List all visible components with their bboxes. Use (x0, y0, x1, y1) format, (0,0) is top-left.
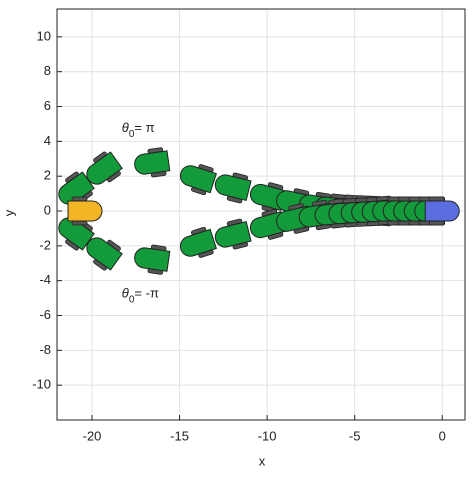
annotation-text: = π (134, 121, 154, 136)
car-body (214, 174, 252, 202)
y-tick-label: -4 (39, 272, 51, 287)
wheel (428, 196, 445, 202)
y-axis-label: y (1, 209, 16, 216)
annotation-text: = -π (134, 286, 159, 301)
x-axis-label: x (259, 453, 266, 468)
subscript: 0 (129, 294, 135, 305)
car (86, 151, 123, 185)
car-body (134, 247, 171, 272)
wheel (428, 220, 445, 226)
y-tick-label: -6 (39, 307, 51, 322)
car-body (179, 165, 217, 194)
car (424, 196, 460, 226)
car (134, 244, 171, 275)
plot-frame (56, 8, 466, 421)
symbol: θ (122, 121, 129, 136)
x-tick-label: -5 (349, 428, 361, 443)
y-tick-label: 4 (44, 133, 51, 148)
y-tick-label: -8 (39, 342, 51, 357)
x-tick-label: -15 (170, 428, 189, 443)
subscript: 0 (129, 129, 135, 140)
car-body (424, 200, 460, 222)
y-tick-label: 2 (44, 168, 51, 183)
y-tick-label: 0 (44, 202, 51, 217)
car (214, 218, 252, 250)
y-tick-label: 8 (44, 63, 51, 78)
symbol: θ (122, 286, 129, 301)
y-tick-label: 10 (37, 28, 51, 43)
x-tick-label: 0 (439, 428, 446, 443)
car-body (214, 220, 252, 248)
car-body (86, 237, 123, 271)
car-body (86, 151, 123, 185)
wheel (71, 196, 88, 202)
x-tick-label: -10 (258, 428, 277, 443)
car (134, 147, 171, 178)
annotation: θ0= π (122, 121, 155, 140)
x-tick-label: -20 (83, 428, 102, 443)
car (214, 172, 252, 204)
car-body (134, 150, 171, 175)
car (67, 196, 103, 226)
car (179, 226, 217, 258)
y-tick-label: 6 (44, 98, 51, 113)
car (179, 164, 217, 196)
annotation: θ0= -π (122, 286, 159, 305)
car-body (179, 228, 217, 257)
wheel (71, 220, 88, 226)
car (86, 237, 123, 271)
car (58, 217, 95, 251)
car-body (67, 200, 103, 222)
y-tick-label: -2 (39, 237, 51, 252)
y-tick-label: -10 (32, 377, 51, 392)
